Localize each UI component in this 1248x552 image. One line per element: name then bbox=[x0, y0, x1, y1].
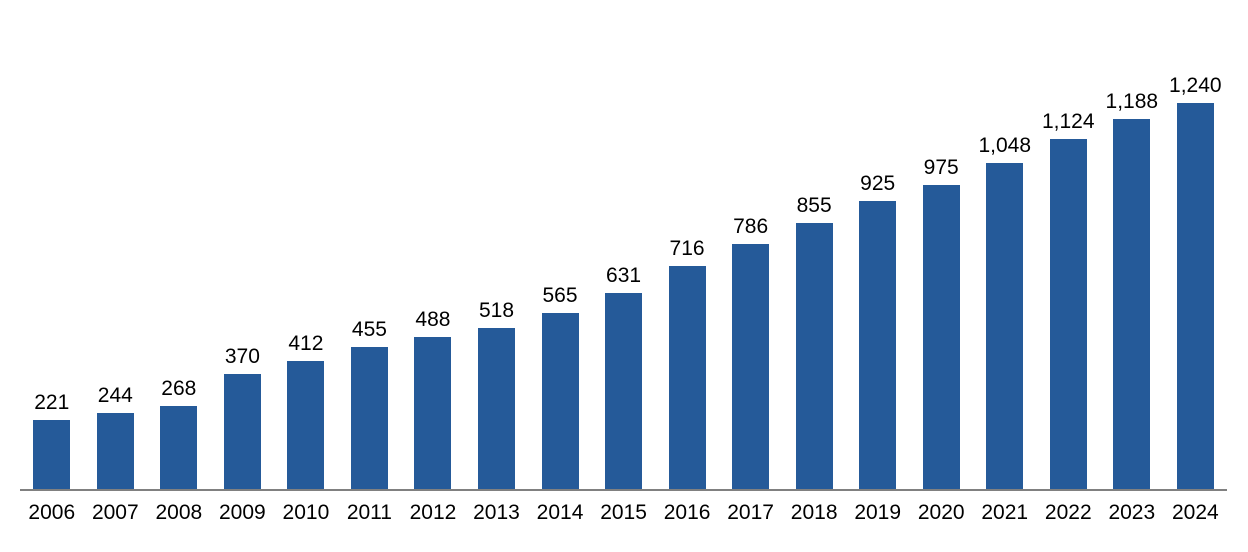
bar-value-label: 565 bbox=[542, 284, 578, 307]
bar bbox=[605, 293, 643, 489]
bar bbox=[223, 374, 261, 489]
bar-column: 455 bbox=[338, 89, 402, 489]
bar-column: 975 bbox=[909, 89, 973, 489]
bar-column: 631 bbox=[592, 89, 656, 489]
bar-column: 244 bbox=[84, 89, 148, 489]
bar bbox=[732, 244, 770, 489]
bar-column: 268 bbox=[147, 89, 211, 489]
bar bbox=[160, 406, 198, 489]
x-axis-tick-label: 2006 bbox=[28, 501, 76, 524]
x-axis-tick-label: 2013 bbox=[473, 501, 520, 524]
x-axis-tick-label: 2021 bbox=[981, 501, 1029, 524]
bar-column: 1,240 bbox=[1164, 75, 1228, 489]
bar-column: 518 bbox=[465, 89, 529, 489]
bar-value-label: 631 bbox=[606, 264, 642, 287]
x-axis-labels: 2006 2007 2008 2009 2010 2011 2012 2013 2014 2015… bbox=[20, 501, 1227, 525]
bar-value-label: 412 bbox=[288, 332, 324, 355]
bar-value-label: 786 bbox=[733, 215, 769, 238]
x-axis-tick-label: 2022 bbox=[1044, 501, 1092, 524]
bar-column: 855 bbox=[782, 89, 846, 489]
x-axis-tick-label: 2010 bbox=[282, 501, 330, 524]
bar-column: 716 bbox=[655, 89, 719, 489]
bar-value-label: 1,124 bbox=[1041, 110, 1095, 133]
x-axis-tick-label: 2012 bbox=[409, 501, 457, 524]
x-axis-line bbox=[20, 489, 1227, 491]
bar bbox=[1049, 139, 1087, 489]
bar-column: 1,188 bbox=[1100, 89, 1164, 489]
bar bbox=[986, 163, 1024, 489]
x-axis-tick-label: 2009 bbox=[219, 501, 266, 524]
bar-column: 370 bbox=[211, 89, 275, 489]
x-axis-tick-label: 2018 bbox=[790, 501, 838, 524]
bar bbox=[33, 420, 71, 489]
x-axis-tick-label: 2020 bbox=[917, 501, 965, 524]
bar-value-label: 1,048 bbox=[978, 134, 1032, 157]
bar-value-label: 1,188 bbox=[1105, 90, 1159, 113]
x-axis-tick-label: 2017 bbox=[727, 501, 774, 524]
bar-value-label: 370 bbox=[224, 345, 260, 368]
bar-value-label: 268 bbox=[161, 377, 197, 400]
x-axis-tick-label: 2007 bbox=[91, 501, 139, 524]
bar-value-label: 488 bbox=[415, 308, 451, 331]
x-axis-tick-label: 2011 bbox=[346, 501, 392, 524]
bar bbox=[541, 313, 579, 489]
bar bbox=[96, 413, 134, 489]
bar bbox=[859, 201, 897, 489]
x-axis-tick-label: 2008 bbox=[155, 501, 203, 524]
bar bbox=[795, 223, 833, 489]
x-axis-tick-label: 2015 bbox=[600, 501, 647, 524]
plot-area: 221 244 268 370 412 455 488 518 565 631 716 786 855 9… bbox=[20, 75, 1228, 489]
bar-column: 1,124 bbox=[1037, 89, 1101, 489]
bar-value-label: 221 bbox=[34, 391, 70, 414]
bar bbox=[350, 347, 388, 489]
bar-value-label: 455 bbox=[351, 318, 387, 341]
bar-column: 786 bbox=[719, 89, 783, 489]
x-axis-tick-label: 2014 bbox=[536, 501, 584, 524]
bar bbox=[477, 328, 515, 489]
bar-value-label: 716 bbox=[669, 237, 705, 260]
bar-column: 221 bbox=[20, 89, 84, 489]
bar-value-label: 518 bbox=[478, 299, 515, 322]
x-axis-tick-label: 2019 bbox=[854, 501, 902, 524]
bar bbox=[668, 266, 706, 489]
bar-column: 488 bbox=[401, 89, 465, 489]
x-axis-tick-label: 2016 bbox=[663, 501, 711, 524]
x-axis-tick-label: 2024 bbox=[1171, 501, 1219, 524]
bar-column: 412 bbox=[274, 89, 338, 489]
bar-value-label: 975 bbox=[923, 156, 959, 179]
bar bbox=[414, 337, 452, 489]
bar-column: 925 bbox=[846, 89, 910, 489]
bar bbox=[287, 361, 325, 489]
bar bbox=[1176, 103, 1214, 489]
bar bbox=[1113, 119, 1151, 489]
x-axis-tick-label: 2023 bbox=[1108, 501, 1156, 524]
bar-column: 1,048 bbox=[973, 89, 1037, 489]
bar-column: 565 bbox=[528, 89, 592, 489]
bar-value-label: 244 bbox=[97, 384, 133, 407]
bar-value-label: 925 bbox=[860, 172, 896, 195]
bar-value-label: 855 bbox=[796, 194, 832, 217]
bar bbox=[922, 185, 960, 489]
bar-value-label: 1,240 bbox=[1169, 74, 1222, 97]
